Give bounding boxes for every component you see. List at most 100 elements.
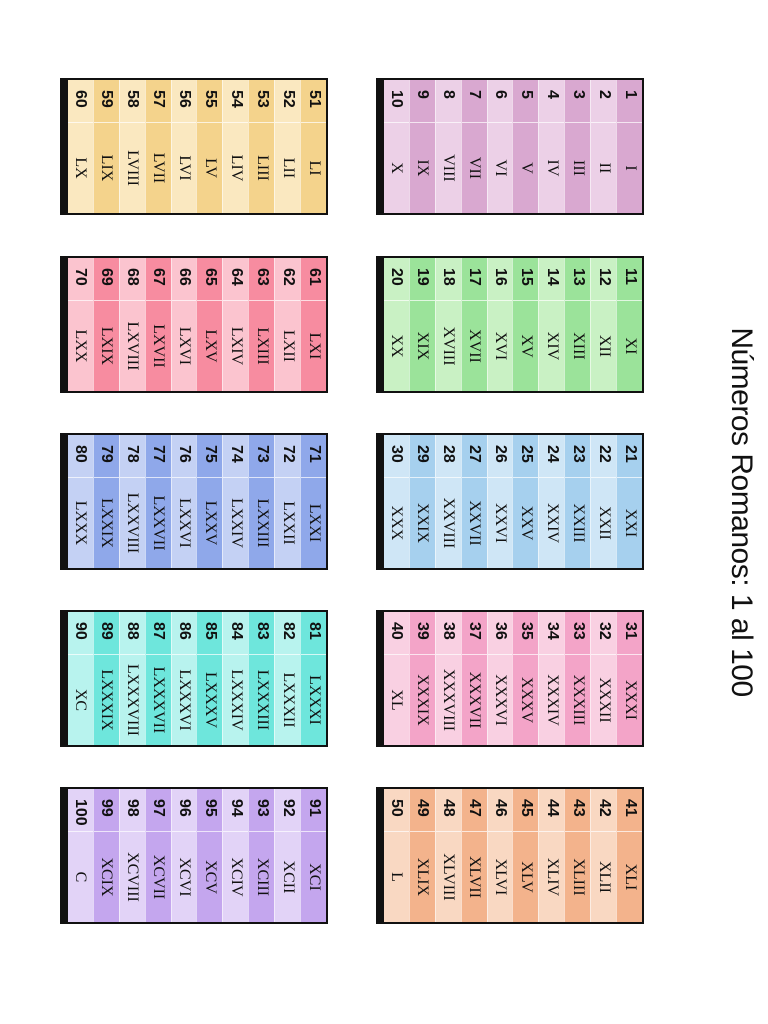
roman-numeral: VI [487,122,513,213]
roman-numeral: VIII [435,122,461,213]
roman-numeral: XCVIII [119,831,145,922]
roman-numeral: LXVIII [119,300,145,391]
roman-numeral: XXXIX [409,654,435,745]
arabic-number: 4 [543,90,561,99]
roman-numeral: IV [539,122,565,213]
arabic-number: 94 [227,799,245,817]
numeral-row: 20 XX [383,258,409,391]
numeral-row: 3 III [564,80,591,213]
arabic-number: 1 [621,90,639,99]
roman-numeral: XCIII [249,831,275,922]
roman-numeral: LXXXIII [249,654,275,745]
numeral-row: 96 XCVI [170,789,197,922]
arabic-number: 80 [72,445,90,463]
arabic-number: 33 [569,622,587,640]
arabic-number: 61 [305,268,323,286]
numeral-table-panel: 1 I 2 II 3 III 4 IV 5 V 6 VI 7 VII 8 VIII 9 IX 10 X [382,78,644,215]
roman-numeral: LIX [93,122,119,213]
roman-numeral: XXXIV [539,654,565,745]
numeral-row: 33 XXXIII [564,612,591,745]
numeral-row: 27 XXVII [460,435,487,568]
roman-numeral: LXII [275,300,301,391]
numeral-table-panel: 61 LXI 62 LXII 63 LXIII 64 LXIV 65 LXV 66 LXVI 67 LXV… [66,256,328,393]
numeral-row: 35 XXXV [512,612,539,745]
arabic-number: 39 [414,622,432,640]
roman-numeral: XXXV [513,654,539,745]
roman-numeral: XC [67,654,93,745]
numeral-row: 75 LXXV [196,435,223,568]
arabic-number: 16 [492,268,510,286]
roman-numeral: XLVI [487,831,513,922]
roman-numeral: XVIII [435,300,461,391]
numeral-row: 39 XXXIX [408,612,435,745]
arabic-number: 10 [388,90,406,108]
arabic-number: 2 [595,90,613,99]
arabic-number: 86 [176,622,194,640]
numeral-row: 36 XXXVI [486,612,513,745]
numeral-row: 17 XVII [460,258,487,391]
roman-numeral: LXVI [171,300,197,391]
arabic-number: 74 [227,445,245,463]
arabic-number: 72 [279,445,297,463]
numeral-row: 73 LXXIII [248,435,275,568]
roman-numeral: LXI [301,300,326,391]
arabic-number: 40 [388,622,406,640]
arabic-number: 66 [176,268,194,286]
arabic-number: 45 [517,799,535,817]
arabic-number: 55 [201,90,219,108]
numeral-row: 87 LXXXVII [144,612,171,745]
arabic-number: 50 [388,799,406,817]
numeral-table: 31 XXXI 32 XXXII 33 XXXIII 34 XXXIV 35 XXXV 36 XXXV… [376,610,644,747]
arabic-number: 49 [414,799,432,817]
roman-numeral: LXXXVII [145,654,171,745]
roman-numeral: XLIV [539,831,565,922]
roman-numeral: XVII [461,300,487,391]
numeral-row: 13 XIII [564,258,591,391]
roman-numeral: LXX [67,300,93,391]
arabic-number: 65 [201,268,219,286]
roman-numeral: LIV [223,122,249,213]
arabic-number: 32 [595,622,613,640]
numeral-row: 55 LV [196,80,223,213]
numeral-row: 14 XIV [538,258,565,391]
arabic-number: 6 [492,90,510,99]
numeral-row: 32 XXXII [590,612,617,745]
numeral-row: 28 XXVIII [434,435,461,568]
roman-numeral: LI [301,122,326,213]
numeral-row: 71 LXXI [300,435,326,568]
arabic-number: 53 [253,90,271,108]
arabic-number: 57 [150,90,168,108]
arabic-number: 63 [253,268,271,286]
arabic-number: 67 [150,268,168,286]
arabic-number: 11 [621,268,639,285]
numeral-row: 16 XVI [486,258,513,391]
arabic-number: 20 [388,268,406,286]
roman-numeral: LXV [197,300,223,391]
arabic-number: 58 [124,90,142,108]
roman-numeral: XXI [617,477,642,568]
numeral-row: 56 LVI [170,80,197,213]
roman-numeral: LXXXII [275,654,301,745]
numeral-row: 72 LXXII [274,435,301,568]
numeral-row: 44 XLIV [538,789,565,922]
roman-numeral: LXXXVIII [119,654,145,745]
arabic-number: 36 [492,622,510,640]
numeral-table-panel: 71 LXXI 72 LXXII 73 LXXIII 74 LXXIV 75 LXXV 76 LXXV… [66,433,328,570]
arabic-number: 47 [466,799,484,817]
roman-numeral: XCI [301,831,326,922]
arabic-number: 12 [595,268,613,286]
numeral-table-panel: 51 LI 52 LII 53 LIII 54 LIV 55 LV 56 LVI 57 LVII 58 LVI… [66,78,328,215]
numeral-row: 90 XC [67,612,93,745]
numeral-row: 85 LXXXV [196,612,223,745]
arabic-number: 76 [176,445,194,463]
numeral-row: 18 XVIII [434,258,461,391]
arabic-number: 37 [466,622,484,640]
numeral-row: 38 XXXVIII [434,612,461,745]
numeral-row: 10 X [383,80,409,213]
arabic-number: 97 [150,799,168,817]
arabic-number: 9 [414,90,432,99]
numeral-row: 62 LXII [274,258,301,391]
numeral-row: 54 LIV [222,80,249,213]
numeral-row: 59 LIX [92,80,119,213]
